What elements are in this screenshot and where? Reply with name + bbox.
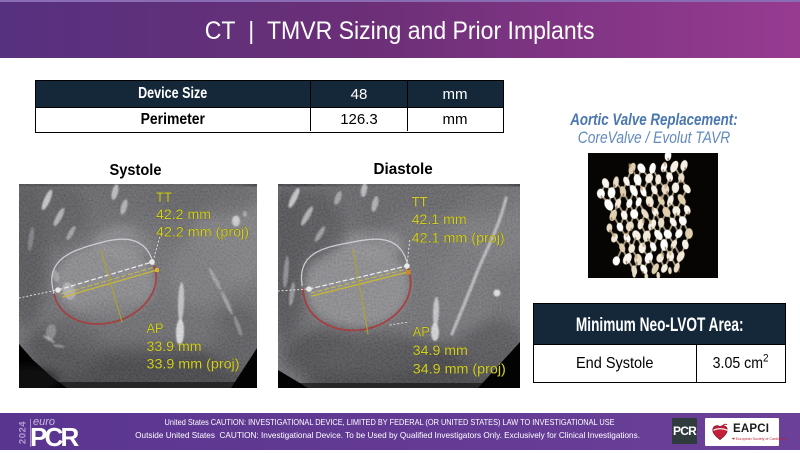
svg-text:42.2 mm (proj): 42.2 mm (proj) [156, 225, 249, 241]
svg-text:33.9 mm: 33.9 mm [147, 339, 202, 355]
svg-text:42.1 mm (proj): 42.1 mm (proj) [412, 230, 505, 246]
svg-text:TT: TT [412, 195, 428, 211]
svg-text:TT: TT [156, 190, 172, 206]
svg-text:33.9 mm (proj): 33.9 mm (proj) [147, 356, 240, 372]
svg-text:34.9 mm (proj): 34.9 mm (proj) [413, 362, 506, 378]
svg-text:AP: AP [147, 321, 164, 337]
svg-text:34.9 mm: 34.9 mm [413, 343, 468, 359]
svg-text:42.2 mm: 42.2 mm [156, 207, 211, 223]
svg-text:AP: AP [413, 324, 430, 340]
svg-text:42.1 mm: 42.1 mm [412, 212, 467, 228]
